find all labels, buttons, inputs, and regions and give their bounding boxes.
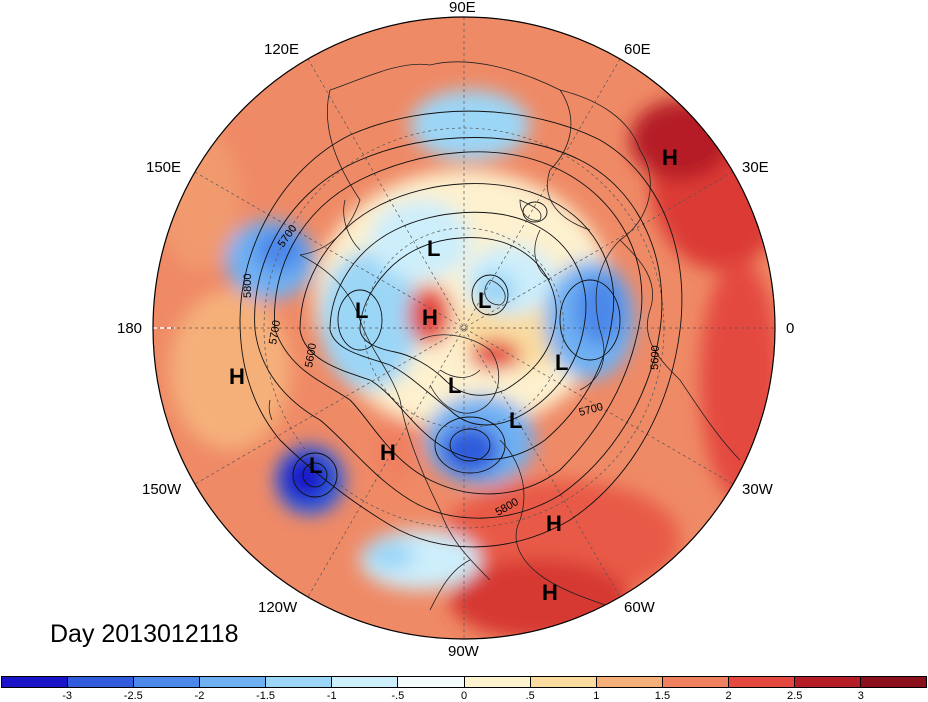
colorbar-tick-label: -2.5 [123,690,143,702]
low-marker: L [448,373,461,398]
height-contours [239,110,683,548]
colorbar-tick-label: -3 [62,690,73,702]
colorbar [1,676,927,688]
contour-label: 5600 [303,342,319,368]
low-marker: L [355,298,368,323]
lon-label-120w: 120W [258,599,298,616]
lon-label-120e: 120E [264,41,300,58]
contour-label: 5700 [267,319,283,345]
colorbar-swatch [398,677,465,687]
low-marker: L [555,350,568,375]
colorbar-tick-label: .5 [525,690,535,702]
colorbar-swatch [200,677,267,687]
colorbar-swatch [794,677,862,687]
lon-label-150w: 150W [142,481,182,498]
graticule [153,17,775,639]
low-marker: L [309,453,322,478]
contour-label: 5800 [242,274,254,298]
lon-label-30w: 30W [742,481,773,498]
colorbar-tick-label: 1.5 [654,690,671,702]
colorbar-tick-label: 2 [725,690,732,702]
lon-label-0: 0 [786,320,795,337]
colorbar-tick-label: 1 [593,690,600,702]
colorbar-swatch [68,677,135,687]
high-marker: H [229,364,245,389]
colorbar-tick-label: -2 [194,690,205,702]
lon-label-180: 180 [117,320,143,337]
low-marker: L [509,408,522,433]
high-marker: H [380,440,396,465]
colorbar-tick-label: 2.5 [787,690,803,702]
colorbar-tick-label: 3 [857,690,864,702]
colorbar-swatch [662,677,729,687]
colorbar-swatch [530,677,597,687]
lon-label-150e: 150E [146,159,182,176]
colorbar-swatch [728,677,795,687]
pressure-centers: H L L L H L L L H L H H H [229,145,678,605]
high-marker: H [542,580,558,605]
high-marker: H [422,305,438,330]
plot-title: Day 2013012118 [50,620,239,648]
colorbar-swatch [332,677,399,687]
high-marker: H [546,511,562,536]
high-marker: H [662,145,678,170]
lon-label-30e: 30E [742,159,769,176]
colorbar-swatch [134,677,201,687]
lon-label-60w: 60W [624,599,655,616]
lon-label-90e: 90E [449,0,476,16]
colorbar-swatch [861,677,927,687]
low-marker: L [427,236,440,261]
colorbar-tick-label: -.5 [391,690,405,702]
colorbar-tick-label: 0 [460,690,468,702]
colorbar-tick-label: -1 [326,690,337,702]
contour-label: 5600 [649,345,662,370]
colorbar-swatch [2,677,69,687]
low-marker: L [478,288,491,313]
colorbar-swatch [596,677,663,687]
lon-label-90w: 90W [448,643,479,660]
colorbar-swatch [464,677,531,687]
colorbar-swatch [266,677,333,687]
map-border [152,16,776,640]
colorbar-tick-label: -1.5 [256,690,276,702]
lon-label-60e: 60E [624,41,651,58]
